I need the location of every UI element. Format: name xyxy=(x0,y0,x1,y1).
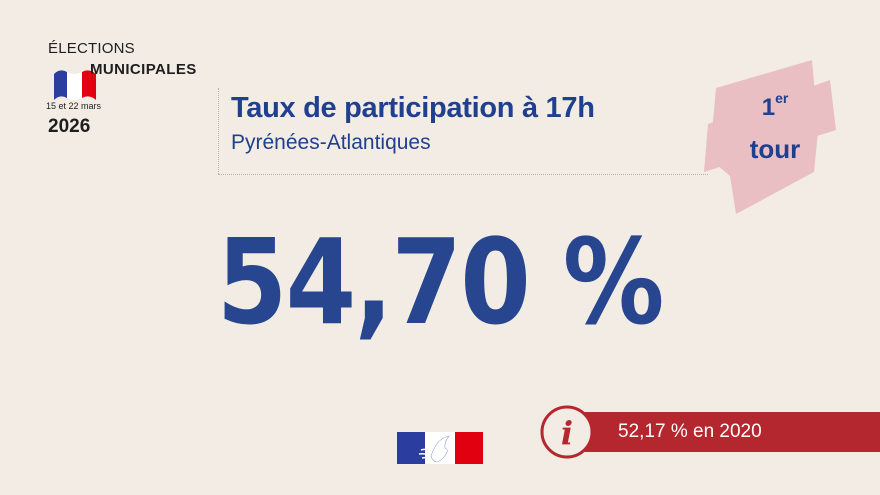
logo-elections-label: ÉLECTIONS xyxy=(48,40,135,57)
page-subtitle: Pyrénées-Atlantiques xyxy=(231,131,431,154)
badge-ordinal-suffix: er xyxy=(775,90,789,106)
badge-ordinal: 1er xyxy=(700,90,850,122)
page-title: Taux de participation à 17h xyxy=(231,92,595,124)
elections-logo: ÉLECTIONS MUNICIPALES 15 et 22 mars 2026 xyxy=(46,40,216,140)
svg-text:i: i xyxy=(561,414,573,452)
marianne-logo-icon xyxy=(397,432,483,464)
divider-vertical xyxy=(218,88,219,174)
previous-result-text: 52,17 % en 2020 xyxy=(618,421,762,442)
previous-result-bar: 52,17 % en 2020 xyxy=(560,412,880,452)
badge-ribbon-shape xyxy=(704,60,836,214)
info-icon: i xyxy=(540,405,594,459)
divider-horizontal xyxy=(218,174,708,175)
logo-dates: 15 et 22 mars xyxy=(46,101,102,111)
logo-municipales-label: MUNICIPALES xyxy=(90,61,197,78)
round-badge: 1er tour xyxy=(700,46,850,216)
badge-ordinal-number: 1 xyxy=(761,94,776,121)
participation-rate-value: 54,70 % xyxy=(216,213,665,351)
french-flag-icon xyxy=(54,70,96,100)
badge-word: tour xyxy=(749,134,801,164)
logo-year: 2026 xyxy=(48,116,91,137)
